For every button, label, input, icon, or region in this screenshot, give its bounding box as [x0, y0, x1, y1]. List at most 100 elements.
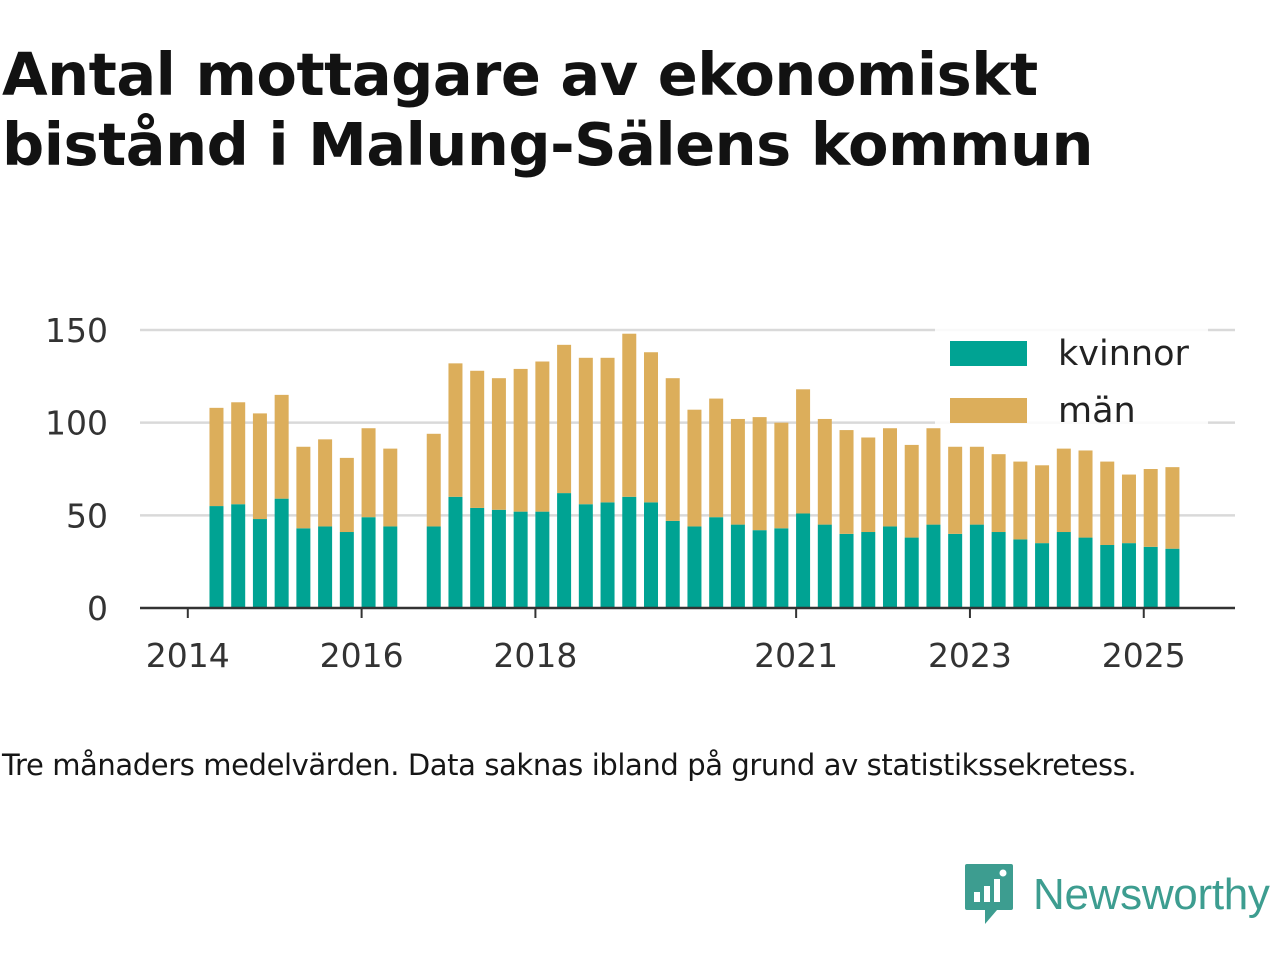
bar-kvinnor	[448, 496, 463, 608]
bar-kvinnor	[470, 507, 485, 608]
bar-man	[318, 439, 333, 527]
bar-man	[1100, 461, 1115, 545]
bar-man	[470, 370, 485, 508]
bar-kvinnor	[904, 537, 919, 608]
bar-kvinnor	[752, 530, 767, 608]
bar-man	[882, 428, 897, 527]
chart-footnote: Tre månaders medelvärden. Data saknas ib…	[2, 748, 1137, 782]
bar-man	[1121, 474, 1136, 544]
bar-kvinnor	[274, 498, 289, 608]
legend-label: kvinnor	[1058, 334, 1189, 374]
bar-kvinnor	[1078, 537, 1093, 608]
bar-man	[796, 389, 811, 514]
chart-title: Antal mottagare av ekonomiskt bistånd i …	[2, 40, 1093, 179]
bar-man	[991, 454, 1006, 533]
bars	[209, 333, 1180, 608]
x-tick-label: 2014	[146, 636, 230, 675]
bar-man	[774, 422, 789, 529]
bar-kvinnor	[535, 511, 550, 608]
bar-man	[557, 344, 572, 494]
bar-kvinnor	[513, 511, 528, 608]
bar-kvinnor	[687, 526, 702, 608]
bar-man	[1056, 448, 1071, 533]
bar-man	[274, 394, 289, 499]
bar-man	[622, 333, 637, 497]
bar-kvinnor	[600, 502, 615, 608]
bar-kvinnor	[1056, 532, 1071, 608]
x-tick-label: 2018	[493, 636, 577, 675]
bar-kvinnor	[339, 532, 354, 608]
bar-man	[231, 402, 246, 505]
bar-man	[1165, 467, 1180, 549]
bar-man	[535, 361, 550, 512]
bar-kvinnor	[796, 513, 811, 608]
x-tick-label: 2016	[320, 636, 404, 675]
bar-man	[904, 444, 919, 538]
bar-man	[861, 437, 876, 533]
x-tick-label: 2025	[1102, 636, 1186, 675]
bar-man	[730, 418, 745, 525]
y-axis-ticks: 0 50 100 150	[45, 311, 108, 628]
bar-man	[687, 409, 702, 527]
bar-man	[578, 357, 593, 505]
bar-man	[1143, 469, 1158, 547]
bar-kvinnor	[209, 506, 224, 608]
newsworthy-logo-icon	[965, 864, 1013, 924]
bar-kvinnor	[383, 526, 398, 608]
bar-man	[926, 428, 941, 525]
bar-kvinnor	[1035, 543, 1050, 608]
bar-man	[1013, 461, 1028, 540]
x-tick-label: 2021	[754, 636, 838, 675]
bar-kvinnor	[926, 524, 941, 608]
bar-man	[839, 430, 854, 534]
bar-kvinnor	[644, 502, 658, 608]
bar-man	[752, 417, 767, 531]
bar-kvinnor	[622, 496, 637, 608]
bar-man	[709, 398, 724, 518]
bar-kvinnor	[361, 517, 376, 608]
bar-man	[426, 433, 441, 527]
bar-kvinnor	[1121, 543, 1136, 608]
bar-man	[383, 448, 398, 527]
bar-kvinnor	[1165, 548, 1180, 608]
bar-kvinnor	[882, 526, 897, 608]
bar-kvinnor	[578, 504, 593, 608]
bar-man	[513, 368, 528, 512]
bar-man	[969, 446, 984, 525]
x-axis: 2014 2016 2018 2021 2023 2025	[140, 606, 1235, 675]
bar-man	[361, 428, 376, 518]
bar-kvinnor	[1013, 539, 1028, 608]
bar-man	[1035, 465, 1050, 544]
bar-kvinnor	[491, 509, 506, 608]
bar-kvinnor	[665, 520, 680, 608]
bar-man	[600, 357, 615, 503]
y-tick-label: 0	[87, 589, 108, 628]
bar-man	[339, 457, 354, 533]
bar-man	[252, 413, 267, 520]
legend-label: män	[1058, 391, 1136, 431]
bar-kvinnor	[817, 524, 832, 608]
bar-kvinnor	[969, 524, 984, 608]
bar-man	[948, 446, 963, 534]
legend-swatch	[950, 398, 1027, 423]
brand-name: Newsworthy	[1033, 870, 1270, 919]
bar-man	[817, 418, 832, 525]
stacked-bar-chart: 0 50 100 150 2014 2016 2018 2021 2023 2025 kvinn…	[45, 311, 1235, 675]
bar-man	[644, 352, 658, 503]
bar-man	[1078, 450, 1093, 538]
bar-kvinnor	[991, 532, 1006, 608]
bar-kvinnor	[839, 533, 854, 608]
bar-man	[491, 378, 506, 510]
bar-kvinnor	[774, 528, 789, 608]
bar-kvinnor	[318, 526, 333, 608]
bar-man	[209, 407, 224, 507]
bar-kvinnor	[252, 519, 267, 608]
bar-kvinnor	[296, 528, 311, 608]
bar-kvinnor	[709, 517, 724, 608]
x-tick-label: 2023	[928, 636, 1012, 675]
y-tick-label: 100	[45, 404, 108, 443]
brand-logo: Newsworthy	[963, 862, 1270, 928]
bar-kvinnor	[557, 493, 572, 608]
legend-swatch	[950, 341, 1027, 366]
bar-kvinnor	[1100, 544, 1115, 608]
